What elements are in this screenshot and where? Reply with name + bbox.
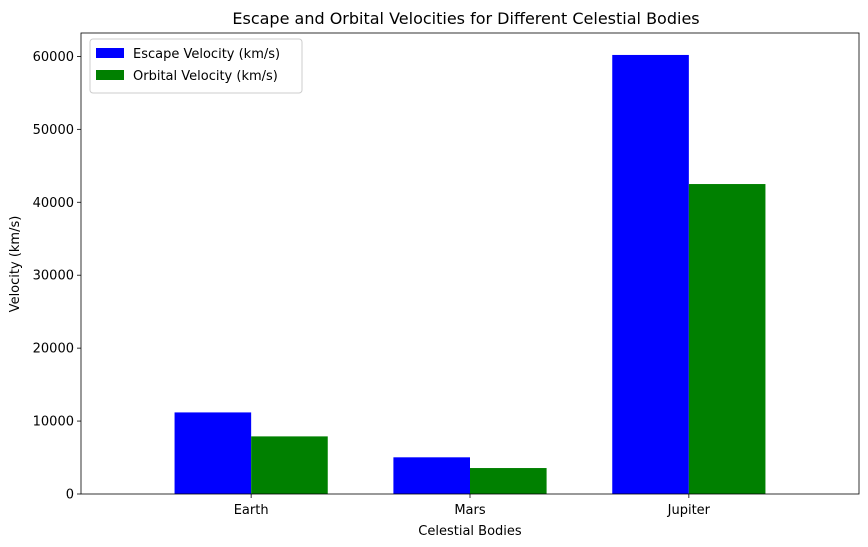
bar-escape-jupiter <box>612 54 689 494</box>
plot-area: 0 10000 20000 30000 40000 50000 60000 Earth Mars… <box>33 32 860 518</box>
y-tick-label: 30000 <box>33 269 74 284</box>
legend-label: Escape Velocity (km/s) <box>133 47 280 62</box>
x-tick-label: Mars <box>454 503 486 518</box>
x-tick-label: Earth <box>234 503 269 518</box>
legend: Escape Velocity (km/s) Orbital Velocity (… <box>89 38 303 94</box>
y-tick-label: 40000 <box>33 196 74 211</box>
x-tick-label: Jupiter <box>667 503 711 518</box>
bar-escape-earth <box>174 412 252 494</box>
bar-escape-mars <box>393 457 470 494</box>
bar-orbital-mars <box>470 468 547 494</box>
y-tick-label: 20000 <box>33 342 74 357</box>
y-axis-label: Velocity (km/s) <box>8 216 23 313</box>
legend-swatch <box>96 48 124 58</box>
bar-orbital-jupiter <box>688 184 766 494</box>
bar-orbital-earth <box>251 436 328 494</box>
y-tick-label: 50000 <box>33 123 74 138</box>
legend-box <box>89 38 303 94</box>
y-tick-label: 0 <box>66 488 74 503</box>
legend-swatch <box>96 70 124 80</box>
x-axis-label: Celestial Bodies <box>418 524 522 539</box>
y-tick-label: 10000 <box>33 415 74 430</box>
chart-title: Escape and Orbital Velocities for Differ… <box>232 9 699 28</box>
legend-label: Orbital Velocity (km/s) <box>133 69 278 84</box>
y-tick-label: 60000 <box>33 50 74 65</box>
